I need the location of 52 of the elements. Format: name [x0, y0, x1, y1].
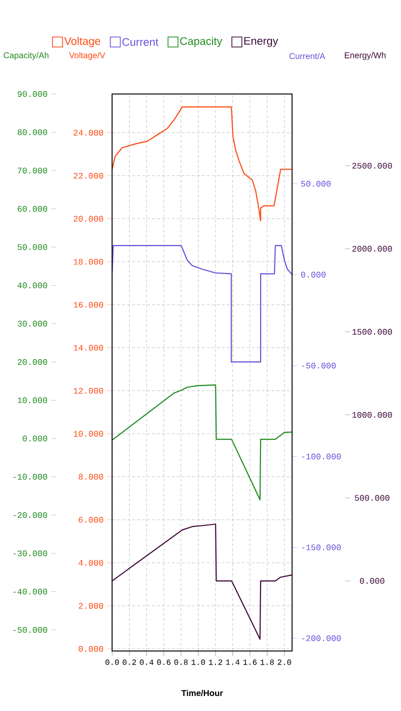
- y2-axis-title: Current/A: [289, 52, 326, 60]
- y3-tick-label: -40.000: [13, 588, 48, 595]
- y3-axis-title: Capacity/Ah: [4, 52, 48, 60]
- y3-tick-label: -30.000: [13, 550, 48, 556]
- y2-tick-label: -150.000: [302, 544, 341, 550]
- y-tick-label: 0.000: [78, 646, 104, 652]
- y-tick-label: 4.000: [78, 560, 104, 566]
- x-axis-title: Time/Hour: [181, 690, 223, 696]
- y-tick-label: 2.000: [78, 602, 104, 609]
- y-tick-label: 8.000: [78, 474, 104, 480]
- legend-label: Capacity: [180, 36, 222, 48]
- y2-tick-label: -200.000: [302, 635, 341, 642]
- line-series: [112, 245, 293, 362]
- y3-tick-label: -10.000: [13, 474, 48, 480]
- y-tick-label: 14.000: [74, 344, 104, 351]
- y-tick-label: 16.000: [74, 302, 104, 308]
- y2-tick-label: 50.000: [301, 180, 331, 187]
- legend-label: Energy: [244, 37, 278, 47]
- y-tick-label: 6.000: [78, 516, 104, 523]
- y-tick-label: 20.000: [74, 216, 104, 222]
- y2-tick-label: -100.000: [302, 454, 341, 460]
- y3-tick-label: 10.000: [18, 397, 48, 404]
- y-tick-label: 1000.000: [352, 412, 392, 418]
- y3-tick-label: 50.000: [18, 244, 48, 250]
- line-series: [112, 524, 293, 640]
- y-tick-label: 1500.000: [352, 328, 392, 335]
- y3-tick-label: 0.000: [22, 436, 48, 442]
- y-tick-label: 2500.000: [352, 162, 392, 169]
- y3-tick-label: 90.000: [18, 91, 48, 97]
- y3-tick-label: -50.000: [13, 627, 48, 633]
- y-tick-label: 22.000: [74, 172, 104, 179]
- y-tick-label: 2000.000: [352, 246, 392, 252]
- y3-tick-label: -20.000: [13, 512, 48, 518]
- y-tick-label: 12.000: [74, 388, 104, 394]
- legend-label: Voltage: [64, 36, 100, 48]
- line-series: [112, 384, 293, 500]
- y-tick-label: 0.000: [360, 578, 384, 584]
- y-tick-label: 18.000: [74, 258, 104, 265]
- y-axis-title: Voltage/V: [68, 52, 106, 60]
- y-tick-label: 24.000: [74, 130, 104, 136]
- y3-tick-label: 60.000: [18, 206, 48, 212]
- y2-tick-label: 0.000: [301, 272, 326, 278]
- y-tick-label: 500.000: [354, 494, 390, 501]
- y2-tick-label: -50.000: [302, 362, 336, 368]
- y3-tick-label: 80.000: [18, 129, 48, 136]
- y-axis-title: Energy/Wh: [344, 52, 386, 60]
- y3-tick-label: 40.000: [17, 282, 48, 288]
- y3-tick-label: 70.000: [18, 168, 48, 174]
- y3-tick-label: 30.000: [18, 320, 48, 327]
- y3-tick-label: 20.000: [18, 359, 48, 365]
- legend-label: Current: [122, 38, 158, 46]
- y-tick-label: 10.000: [74, 430, 104, 437]
